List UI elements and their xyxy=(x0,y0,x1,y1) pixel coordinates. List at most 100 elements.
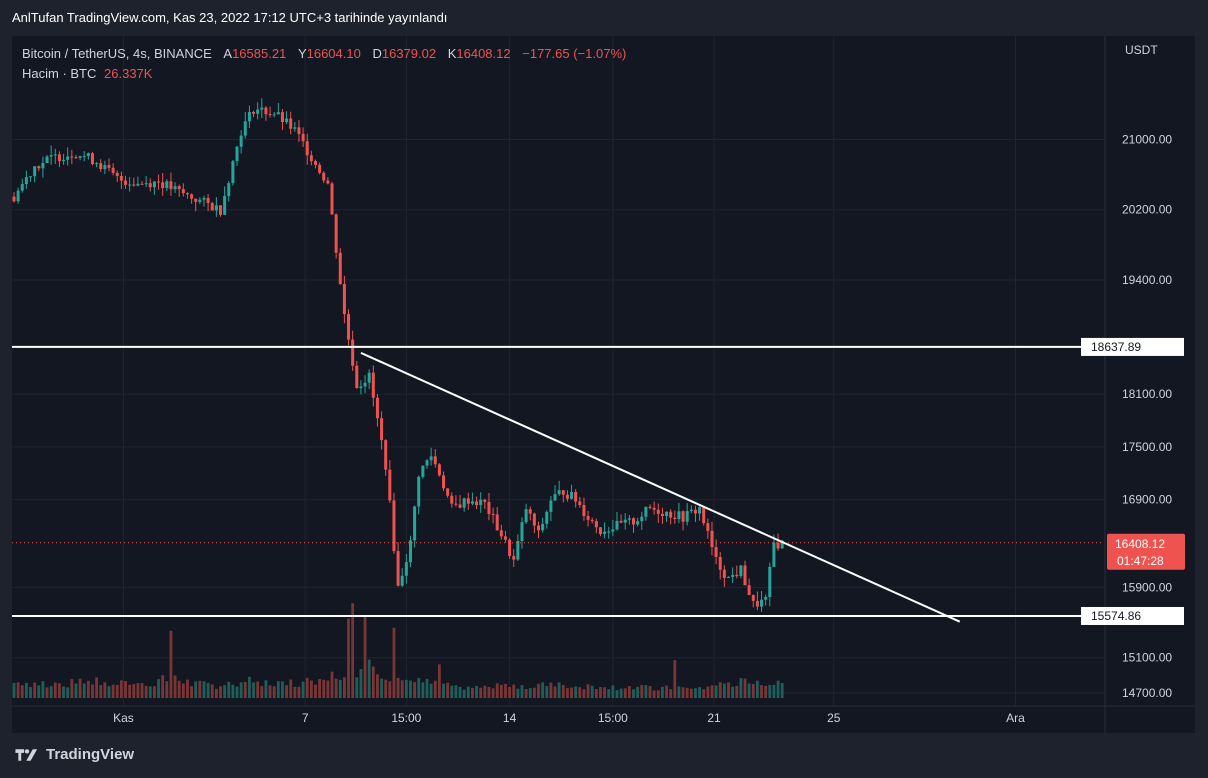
volume-bar xyxy=(644,685,648,698)
volume-bar xyxy=(685,687,689,698)
candle-body xyxy=(33,166,37,177)
candle-body xyxy=(400,575,404,586)
candle-body xyxy=(586,516,590,520)
candle-body xyxy=(148,183,152,188)
footer-brand[interactable]: TradingView xyxy=(14,746,134,763)
volume-bar xyxy=(466,686,470,698)
candle-body xyxy=(594,521,598,528)
low-label: D xyxy=(372,46,382,61)
level-price-box xyxy=(1081,337,1184,356)
time-tick-label: 15:00 xyxy=(598,711,628,725)
candle-body xyxy=(37,166,41,169)
ohlc-row: Bitcoin / TetherUS, 4s, BINANCE A16585.2… xyxy=(22,44,626,64)
candle-body xyxy=(363,382,367,387)
volume-bar xyxy=(227,681,231,698)
volume-bar xyxy=(483,685,487,698)
candle-body xyxy=(181,189,185,194)
volume-bar xyxy=(648,686,652,698)
candle-body xyxy=(111,167,115,173)
candle-body xyxy=(512,555,516,560)
candle-body xyxy=(347,314,351,340)
candle-body xyxy=(24,177,28,185)
volume-bar xyxy=(429,683,433,698)
volume-bar xyxy=(689,688,693,698)
candle-body xyxy=(95,163,99,165)
volume-bar xyxy=(111,684,115,698)
volume-bar xyxy=(103,682,107,698)
volume-bar xyxy=(347,618,350,698)
candle-body xyxy=(53,154,57,156)
volume-row: Hacim · BTC 26.337K xyxy=(22,64,626,84)
volume-bar xyxy=(421,682,425,698)
candle-body xyxy=(256,109,260,114)
chart-panel[interactable]: USDT 21000.00 20200.00 19400.00 18100.00 1750… xyxy=(12,36,1195,733)
volume-bar xyxy=(611,685,615,698)
volume-bar xyxy=(702,689,706,698)
volume-bar xyxy=(318,678,322,698)
volume-bar xyxy=(458,686,462,698)
volume-bar xyxy=(632,689,635,698)
volume-bar xyxy=(735,685,739,698)
volume-bar xyxy=(343,677,346,698)
candle-body xyxy=(541,523,545,531)
candle-body xyxy=(454,503,458,505)
candle-body xyxy=(309,155,313,162)
candle-body xyxy=(417,476,421,507)
volume-bar xyxy=(508,686,511,698)
volume-bar xyxy=(223,685,227,698)
price-tick-label: 15100.00 xyxy=(1122,651,1172,665)
candle-body xyxy=(673,517,677,519)
volume-bar xyxy=(615,690,619,698)
volume-bar xyxy=(570,687,573,698)
candle-body xyxy=(483,499,487,502)
volume-bar xyxy=(82,683,86,698)
time-tick-label: 21 xyxy=(707,711,721,725)
volume-bar xyxy=(322,679,326,698)
volume-bar xyxy=(607,689,611,698)
volume-bar xyxy=(557,682,561,698)
candle-body xyxy=(293,127,297,129)
candle-body xyxy=(603,531,607,535)
candle-body xyxy=(239,135,243,147)
volume-bar xyxy=(594,689,598,698)
volume-bar xyxy=(293,686,297,698)
candle-body xyxy=(49,155,53,157)
trend-line xyxy=(360,351,961,623)
volume-label[interactable]: Hacim · BTC xyxy=(22,66,97,81)
candle-body xyxy=(115,172,119,177)
symbol-title[interactable]: Bitcoin / TetherUS, 4s, BINANCE xyxy=(22,46,212,61)
candle-body xyxy=(652,507,656,510)
volume-bar xyxy=(66,687,70,698)
candle-body xyxy=(495,514,499,531)
volume-bar xyxy=(776,680,780,698)
volume-bar xyxy=(91,684,94,698)
candle-body xyxy=(82,156,86,158)
volume-bar xyxy=(549,682,553,698)
volume-bar xyxy=(334,678,338,698)
volume-bar xyxy=(20,685,24,698)
volume-bar xyxy=(272,686,276,698)
volume-bar xyxy=(248,676,251,698)
candle-body xyxy=(235,146,239,162)
candle-body xyxy=(322,172,326,181)
candle-body xyxy=(553,494,557,501)
candle-body xyxy=(12,196,16,202)
candle-body xyxy=(466,498,470,504)
volume-bar xyxy=(194,681,198,698)
candle-body xyxy=(185,193,189,195)
candle-body xyxy=(375,397,379,419)
volume-bar xyxy=(140,683,144,698)
candle-body xyxy=(776,542,780,549)
candlestick-chart[interactable]: USDT 21000.00 20200.00 19400.00 18100.00 1750… xyxy=(12,36,1195,733)
volume-bar xyxy=(661,686,664,698)
time-tick-label: 14 xyxy=(503,711,517,725)
price-tick-label: 20200.00 xyxy=(1122,203,1172,217)
volume-bar xyxy=(446,682,450,698)
candle-body xyxy=(132,184,136,186)
candle-body xyxy=(41,162,45,169)
volume-bar xyxy=(425,678,429,698)
candle-body xyxy=(557,490,561,495)
volume-bar xyxy=(718,682,722,698)
volume-bar xyxy=(437,664,441,698)
volume-bar xyxy=(450,685,454,698)
